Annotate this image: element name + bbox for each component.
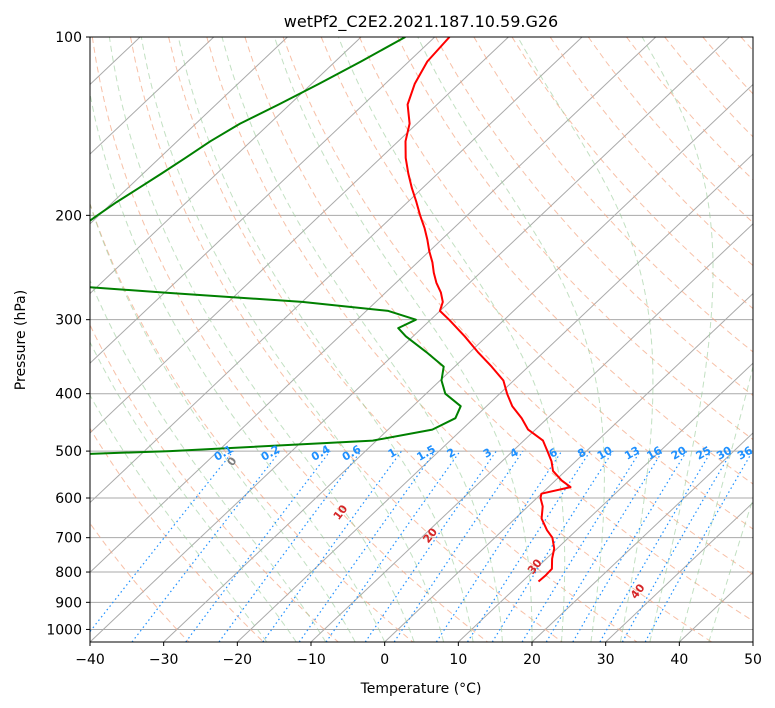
- y-tick-label: 1000: [46, 622, 82, 638]
- dry-adiabat-line: [206, 37, 712, 642]
- x-axis: −40 −30 −20 −10 0 10 20 30 40 50: [75, 642, 762, 668]
- plot-frame: [89, 36, 754, 643]
- x-tick-label: 10: [449, 652, 467, 668]
- y-axis: 100 200 300 400 500 600 700 800 900 1000: [46, 30, 90, 638]
- dry-adiabat-line: [320, 37, 753, 530]
- mixing-ratio-line: [491, 450, 614, 642]
- mixing-ratio-line: [466, 450, 591, 642]
- x-tick-label: 50: [744, 652, 762, 668]
- y-tick-label: 900: [55, 595, 82, 611]
- isotherm-line: [90, 37, 509, 434]
- moist-adiabat-line: [177, 37, 474, 642]
- mixing-ratio-label: 36: [735, 444, 755, 463]
- y-tick-label: 200: [55, 208, 82, 224]
- dry-adiabat-line: [90, 202, 414, 642]
- mixing-ratio-line: [325, 450, 461, 642]
- x-tick-label: −30: [149, 652, 179, 668]
- mixing-ratio-line: [393, 450, 524, 642]
- moist-adiabat-line: [274, 37, 533, 642]
- isotherm-line: [90, 37, 583, 504]
- grid-lines: [90, 37, 753, 642]
- moist-adiabat-line: [641, 37, 714, 642]
- mixing-ratio-line: [298, 450, 436, 642]
- series-layer: [90, 37, 572, 583]
- mixing-ratio-line: [545, 450, 664, 642]
- mixing-ratio-line: [572, 450, 688, 642]
- moist-adiabat-line: [108, 37, 415, 642]
- isotherm-line: [90, 37, 215, 155]
- isotherm-line: [384, 292, 753, 642]
- dry-adiabat-line: [91, 37, 488, 642]
- mixing-ratio-line: [599, 450, 712, 642]
- y-tick-label: 500: [55, 444, 82, 460]
- dry-adiabat-line: [511, 37, 753, 310]
- moist-adiabat-line: [337, 37, 566, 642]
- moist-adiabat-line: [90, 394, 268, 642]
- isotherm-line: [605, 501, 753, 642]
- moist-adiabat-line: [140, 37, 445, 642]
- mixing-ratio-line: [185, 450, 331, 642]
- y-tick-label: 600: [55, 491, 82, 507]
- isotherm-line: [236, 153, 753, 642]
- mixing-ratio-line: [521, 450, 641, 642]
- moist-adiabat-line: [90, 91, 386, 642]
- moist-adiabat-line: [417, 37, 605, 642]
- y-axis-title: Pressure (hPa): [13, 290, 29, 390]
- isotherm-line: [90, 37, 288, 225]
- moist-adiabat-line: [90, 202, 356, 642]
- mixing-ratio-line: [364, 450, 497, 642]
- chart-title: wetPf2_C2E2.2021.187.10.59.G26: [284, 12, 558, 32]
- x-tick-label: 30: [597, 652, 615, 668]
- x-tick-label: 20: [523, 652, 541, 668]
- temperature-profile-line: [404, 37, 572, 583]
- y-tick-label: 800: [55, 565, 82, 581]
- moist-adiabat-line: [517, 37, 654, 642]
- y-tick-label: 300: [55, 313, 82, 329]
- isotherm-line: [90, 37, 436, 364]
- x-tick-label: 40: [670, 652, 688, 668]
- mixing-ratio-line: [435, 450, 563, 642]
- y-tick-label: 700: [55, 531, 82, 547]
- moist-adiabat-line: [708, 497, 753, 642]
- dry-adiabat-line: [90, 427, 264, 642]
- dry-adiabat-line: [282, 37, 753, 576]
- dry-adiabat-line: [168, 37, 638, 642]
- isotherm-line: [457, 362, 753, 642]
- dry-adiabat-line: [90, 323, 339, 642]
- dry-adiabat-line: [130, 37, 563, 642]
- isotherm-line: [163, 83, 753, 642]
- dry-adiabat-line: [473, 37, 753, 353]
- moist-adiabat-line: [90, 341, 297, 642]
- x-tick-label: −20: [223, 652, 253, 668]
- moist-adiabat-line: [678, 364, 753, 642]
- isotherm-line: [90, 37, 657, 573]
- y-tick-label: 400: [55, 387, 82, 403]
- x-tick-label: −10: [296, 652, 326, 668]
- isotherm-line: [531, 432, 753, 642]
- dry-adiabat-line: [358, 37, 753, 485]
- dry-adiabat-line: [397, 37, 753, 441]
- y-tick-label: 100: [55, 30, 82, 46]
- x-axis-title: Temperature (°C): [360, 681, 482, 697]
- mixing-ratio-line: [90, 450, 234, 633]
- moist-adiabat-line: [221, 37, 503, 642]
- x-tick-label: 0: [380, 652, 389, 668]
- dewpoint-profile-line: [90, 37, 462, 455]
- isotherm-line: [90, 37, 362, 295]
- x-tick-label: −40: [75, 652, 105, 668]
